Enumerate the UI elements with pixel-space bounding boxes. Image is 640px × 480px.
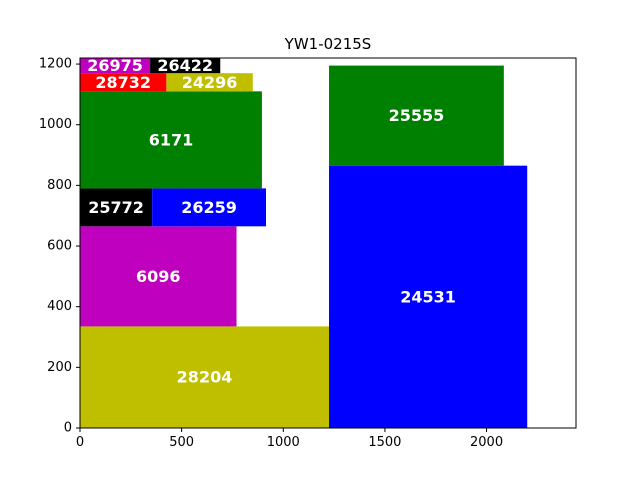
y-tick-label: 1200 <box>39 57 72 72</box>
x-tick-label: 2000 <box>470 435 503 450</box>
y-tick-label: 0 <box>64 421 72 436</box>
y-tick-label: 800 <box>47 178 72 193</box>
y-tick-label: 200 <box>47 360 72 375</box>
rect-28204 <box>80 326 330 428</box>
plot-frame <box>79 57 577 429</box>
rect-25555 <box>329 65 504 166</box>
rect-25772 <box>80 188 153 227</box>
rect-label-28204: 28204 <box>177 368 233 387</box>
rect-26259 <box>152 188 266 227</box>
rect-label-24296: 24296 <box>182 73 238 92</box>
rect-24296 <box>166 73 253 92</box>
rect-label-6171: 6171 <box>149 130 194 149</box>
rect-6096 <box>80 226 237 327</box>
x-tick-label: 500 <box>169 435 194 450</box>
rect-label-25772: 25772 <box>88 198 144 217</box>
rect-label-6096: 6096 <box>136 267 181 286</box>
rect-label-26975: 26975 <box>87 56 143 75</box>
rect-26975 <box>80 58 151 74</box>
rect-6171 <box>80 91 262 189</box>
y-axis: 0 200 400 600 800 1000 1200 <box>39 57 80 436</box>
x-tick-label: 1000 <box>267 435 300 450</box>
x-axis: 0 500 1000 1500 2000 <box>76 428 503 450</box>
x-tick-label: 1500 <box>368 435 401 450</box>
chart-title: YW1-0215S <box>284 35 372 53</box>
rect-label-24531: 24531 <box>400 287 456 306</box>
y-tick-label: 1000 <box>39 117 72 132</box>
labels-layer: 28204 6096 25772 26259 6171 28732 24296 26975 26… <box>87 56 456 387</box>
rect-26422 <box>150 58 221 74</box>
y-tick-label: 600 <box>47 239 72 254</box>
rect-label-26422: 26422 <box>157 56 213 75</box>
rect-label-25555: 25555 <box>389 106 445 125</box>
rect-label-28732: 28732 <box>95 73 151 92</box>
rect-label-26259: 26259 <box>181 198 237 217</box>
x-tick-label: 0 <box>76 435 84 450</box>
y-tick-label: 400 <box>47 299 72 314</box>
rects-layer <box>80 58 528 428</box>
rect-28732 <box>80 73 167 92</box>
rect-24531 <box>329 165 528 428</box>
